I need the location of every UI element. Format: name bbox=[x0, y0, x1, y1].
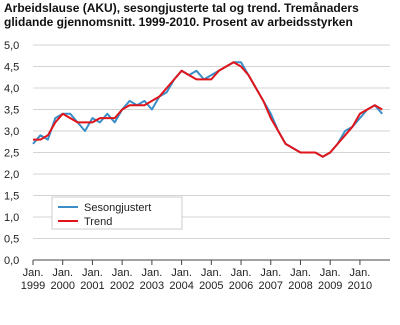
y-tick-label: 3,0 bbox=[4, 126, 19, 138]
y-tick-label: 0,0 bbox=[4, 255, 19, 267]
x-tick-label: Jan. 2009 bbox=[318, 267, 342, 292]
x-tick-label: Jan. 2004 bbox=[169, 267, 193, 292]
y-tick-label: 0,5 bbox=[4, 234, 19, 246]
x-tick-label: Jan. 2001 bbox=[80, 267, 104, 292]
x-tick-label: Jan. 2007 bbox=[259, 267, 283, 292]
x-tick-label: Jan. 2000 bbox=[50, 267, 74, 292]
x-tick-label: Jan. 2010 bbox=[348, 267, 372, 292]
y-tick-label: 2,5 bbox=[4, 148, 19, 160]
y-tick-label: 1,0 bbox=[4, 212, 19, 224]
x-tick-label: Jan. 2006 bbox=[229, 267, 253, 292]
x-tick-label: Jan. 1999 bbox=[21, 267, 45, 292]
legend-label: Sesongjustert bbox=[84, 202, 151, 214]
series-line bbox=[33, 61, 383, 158]
y-tick-label: 1,5 bbox=[4, 191, 19, 203]
y-tick-label: 4,5 bbox=[4, 62, 19, 74]
x-tick-label: Jan. 2002 bbox=[110, 267, 134, 292]
y-tick-label: 5,0 bbox=[4, 40, 19, 52]
legend-box bbox=[51, 196, 183, 230]
x-tick-label: Jan. 2008 bbox=[288, 267, 312, 292]
y-tick-label: 4,0 bbox=[4, 83, 19, 95]
chart-title: Arbeidslause (AKU), sesongjusterte tal o… bbox=[4, 1, 359, 29]
y-tick-label: 3,5 bbox=[4, 105, 19, 117]
y-tick-label: 2,0 bbox=[4, 169, 19, 181]
legend-label: Trend bbox=[84, 216, 112, 228]
x-tick-label: Jan. 2003 bbox=[140, 267, 164, 292]
x-tick-label: Jan. 2005 bbox=[199, 267, 223, 292]
